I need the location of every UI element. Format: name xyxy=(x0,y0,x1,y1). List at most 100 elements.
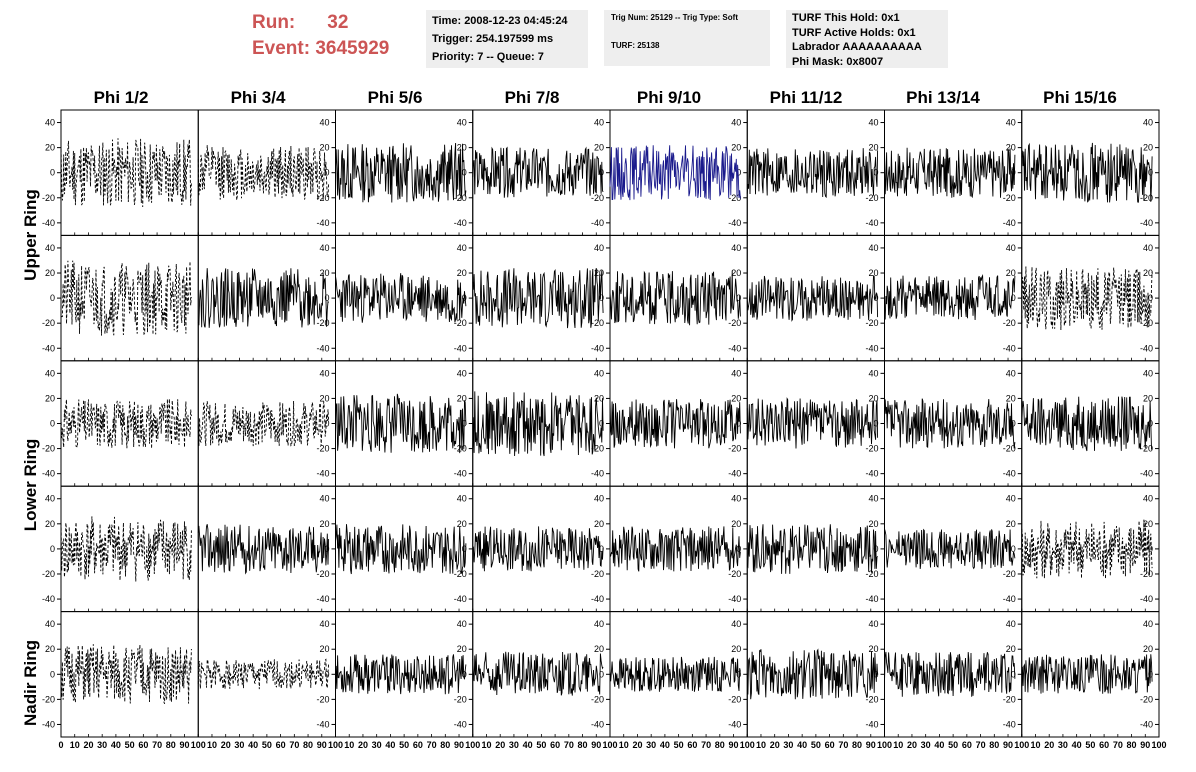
x-tick-label: 90 xyxy=(729,740,739,750)
y-tick-label: 40 xyxy=(457,118,467,128)
run-value: 32 xyxy=(327,12,349,33)
y-tick-label: 0 xyxy=(1148,293,1153,303)
y-tick-label: -40 xyxy=(42,469,55,479)
waveform-trace xyxy=(746,397,879,449)
y-tick-label: 20 xyxy=(1006,143,1016,153)
x-tick-label: 70 xyxy=(152,740,162,750)
run-label: Run: xyxy=(252,12,296,33)
y-tick-label: -20 xyxy=(454,444,467,454)
waveform-trace xyxy=(884,651,1016,697)
waveform-trace xyxy=(335,524,467,575)
y-tick-label: 0 xyxy=(50,168,55,178)
x-tick-label: 50 xyxy=(811,740,821,750)
y-tick-label: 40 xyxy=(45,368,55,378)
x-tick-label: 20 xyxy=(770,740,780,750)
y-tick-label: 40 xyxy=(319,368,329,378)
y-tick-label: 40 xyxy=(594,619,604,629)
y-tick-label: 40 xyxy=(731,243,741,253)
y-tick-label: -40 xyxy=(728,469,741,479)
y-tick-label: 40 xyxy=(868,619,878,629)
y-tick-label: 20 xyxy=(1006,644,1016,654)
x-tick-label: 90 xyxy=(317,740,327,750)
y-tick-label: 0 xyxy=(599,293,604,303)
waveform-trace xyxy=(60,260,192,336)
y-tick-label: 20 xyxy=(1143,393,1153,403)
y-tick-label: 20 xyxy=(731,519,741,529)
y-tick-label: -40 xyxy=(316,343,329,353)
y-tick-label: 40 xyxy=(731,118,741,128)
x-tick-label: 90 xyxy=(454,740,464,750)
y-tick-label: -40 xyxy=(728,218,741,228)
y-tick-label: -40 xyxy=(1140,343,1153,353)
x-tick-label: 50 xyxy=(948,740,958,750)
y-tick-label: 40 xyxy=(1143,243,1153,253)
y-tick-label: 40 xyxy=(1006,118,1016,128)
y-tick-label: -40 xyxy=(591,594,604,604)
x-tick-label: 20 xyxy=(495,740,505,750)
y-tick-label: 40 xyxy=(457,243,467,253)
y-tick-label: -40 xyxy=(1003,719,1016,729)
y-tick-label: -20 xyxy=(865,694,878,704)
x-tick-label: 30 xyxy=(372,740,382,750)
y-tick-label: 20 xyxy=(1143,519,1153,529)
turf-line: TURF: 25138 xyxy=(611,41,660,50)
y-tick-label: -40 xyxy=(591,719,604,729)
x-tick-label: 20 xyxy=(1044,740,1054,750)
x-tick-label: 60 xyxy=(550,740,560,750)
y-tick-label: 20 xyxy=(457,644,467,654)
x-tick-label: 70 xyxy=(1113,740,1123,750)
y-tick-label: -20 xyxy=(728,569,741,579)
y-tick-label: -20 xyxy=(591,444,604,454)
y-tick-label: 0 xyxy=(1011,293,1016,303)
y-tick-label: 40 xyxy=(594,368,604,378)
y-tick-label: 20 xyxy=(731,268,741,278)
x-tick-label: 10 xyxy=(344,740,354,750)
panel-frame xyxy=(197,109,336,236)
x-tick-label: 80 xyxy=(303,740,313,750)
y-tick-label: -20 xyxy=(454,694,467,704)
col-title-phi-3-4: Phi 3/4 xyxy=(230,88,286,107)
waveform-trace xyxy=(609,270,741,326)
x-tick-label: 70 xyxy=(564,740,574,750)
waveform-trace xyxy=(746,648,879,700)
x-tick-label: 20 xyxy=(83,740,93,750)
waveform-trace xyxy=(746,524,878,574)
y-tick-label: -40 xyxy=(591,469,604,479)
waveform-trace xyxy=(60,516,192,582)
waveform-trace xyxy=(60,398,192,449)
trigger-line: Trigger: 254.197599 ms xyxy=(432,33,554,45)
y-tick-label: -20 xyxy=(316,318,329,328)
y-tick-label: -20 xyxy=(316,444,329,454)
x-tick-label: 80 xyxy=(1127,740,1137,750)
x-tick-label: 80 xyxy=(578,740,588,750)
y-tick-label: 20 xyxy=(868,393,878,403)
y-tick-label: 0 xyxy=(50,419,55,429)
priority-line: Priority: 7 -- Queue: 7 xyxy=(432,51,544,63)
x-tick-label: 50 xyxy=(399,740,409,750)
waveform-trace xyxy=(60,644,192,704)
col-title-phi-1-2: Phi 1/2 xyxy=(93,88,149,107)
trig-info-box: Trig Num: 25129 -- Trig Type: Soft TURF:… xyxy=(604,10,770,66)
y-tick-label: -40 xyxy=(728,343,741,353)
y-tick-label: 20 xyxy=(319,143,329,153)
x-tick-label: 40 xyxy=(111,740,121,750)
y-tick-label: -40 xyxy=(1003,594,1016,604)
y-tick-label: 0 xyxy=(736,293,741,303)
y-tick-label: 40 xyxy=(594,118,604,128)
x-tick-label: 50 xyxy=(262,740,272,750)
x-tick-label: 80 xyxy=(715,740,725,750)
y-tick-label: 40 xyxy=(45,243,55,253)
x-tick-label: 30 xyxy=(97,740,107,750)
y-tick-label: 40 xyxy=(45,619,55,629)
waveform-trace xyxy=(884,528,1016,570)
y-tick-label: 40 xyxy=(457,494,467,504)
waveform-trace xyxy=(60,138,192,208)
y-tick-label: 40 xyxy=(1006,368,1016,378)
x-tick-label: 70 xyxy=(427,740,437,750)
x-tick-label: 60 xyxy=(276,740,286,750)
y-tick-label: -20 xyxy=(1140,318,1153,328)
y-tick-label: -40 xyxy=(316,469,329,479)
waveform-trace xyxy=(1021,654,1153,694)
x-tick-label: 100 xyxy=(602,740,617,750)
y-tick-label: 20 xyxy=(1143,143,1153,153)
